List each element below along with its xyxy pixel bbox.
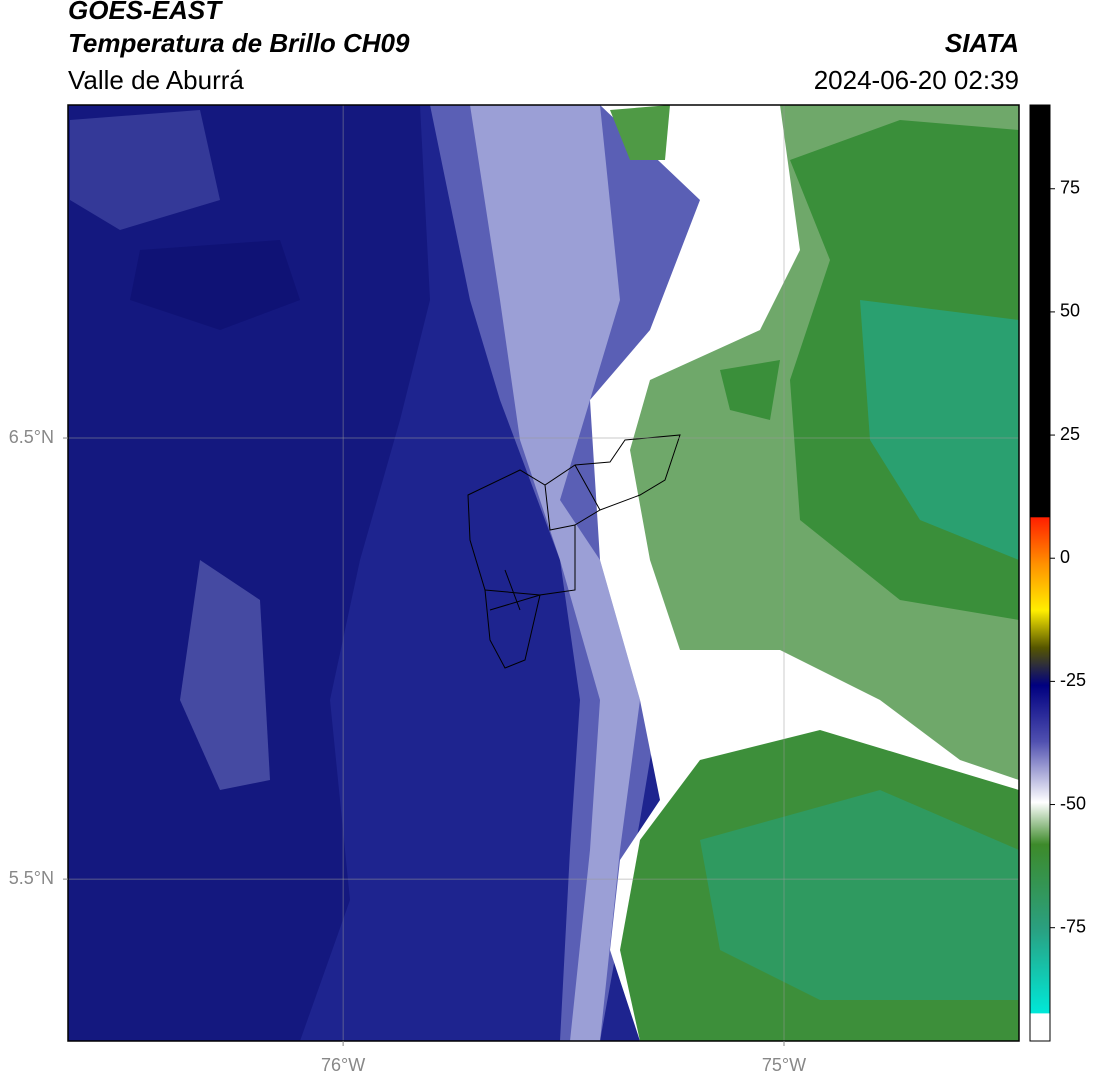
satellite-image bbox=[68, 105, 1019, 1041]
map-frame bbox=[67, 104, 1020, 1042]
colorbar-tick-label: 50 bbox=[1060, 301, 1080, 321]
source: SIATA bbox=[945, 28, 1019, 58]
grid bbox=[68, 105, 1019, 1041]
title: GOES-EAST bbox=[68, 0, 223, 25]
subtitle: Temperatura de Brillo CH09 bbox=[68, 28, 410, 58]
x-tick-label: 75°W bbox=[762, 1055, 806, 1075]
y-tick-label: 6.5°N bbox=[9, 427, 54, 447]
colorbar-tick-label: -50 bbox=[1060, 793, 1086, 813]
colorbar-tick-label: 75 bbox=[1060, 177, 1080, 197]
datetime: 2024-06-20 02:39 bbox=[814, 65, 1019, 95]
y-tick-label: 5.5°N bbox=[9, 868, 54, 888]
x-tick-label: 76°W bbox=[321, 1055, 365, 1075]
colorbar-tick-label: 25 bbox=[1060, 424, 1080, 444]
colorbar-tick-label: -25 bbox=[1060, 670, 1086, 690]
colorbar-tick-label: 0 bbox=[1060, 547, 1070, 567]
colorbar-tick-label: -75 bbox=[1060, 916, 1086, 936]
region: Valle de Aburrá bbox=[68, 65, 244, 95]
colorbar bbox=[1029, 104, 1051, 1042]
